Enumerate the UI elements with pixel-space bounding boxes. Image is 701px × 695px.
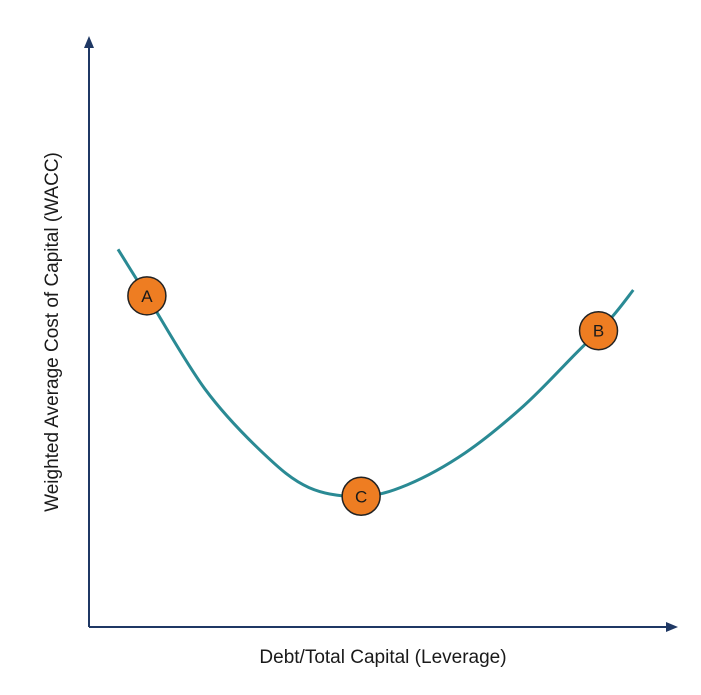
marker-label: A <box>141 287 153 306</box>
y-axis-label: Weighted Average Cost of Capital (WACC) <box>42 152 63 512</box>
point-markers: A C B <box>127 276 619 517</box>
point-marker-b: B <box>578 310 619 351</box>
x-axis-label: Debt/Total Capital (Leverage) <box>259 647 506 668</box>
marker-circle <box>341 476 381 517</box>
x-axis-arrow <box>666 622 678 632</box>
marker-label: B <box>593 322 604 341</box>
marker-label: C <box>355 487 367 506</box>
y-axis-arrow <box>84 36 94 48</box>
marker-circle <box>127 276 167 316</box>
marker-circle <box>578 310 619 351</box>
wacc-curve <box>116 248 635 498</box>
point-marker-c: C <box>341 476 381 517</box>
point-marker-a: A <box>127 276 167 316</box>
